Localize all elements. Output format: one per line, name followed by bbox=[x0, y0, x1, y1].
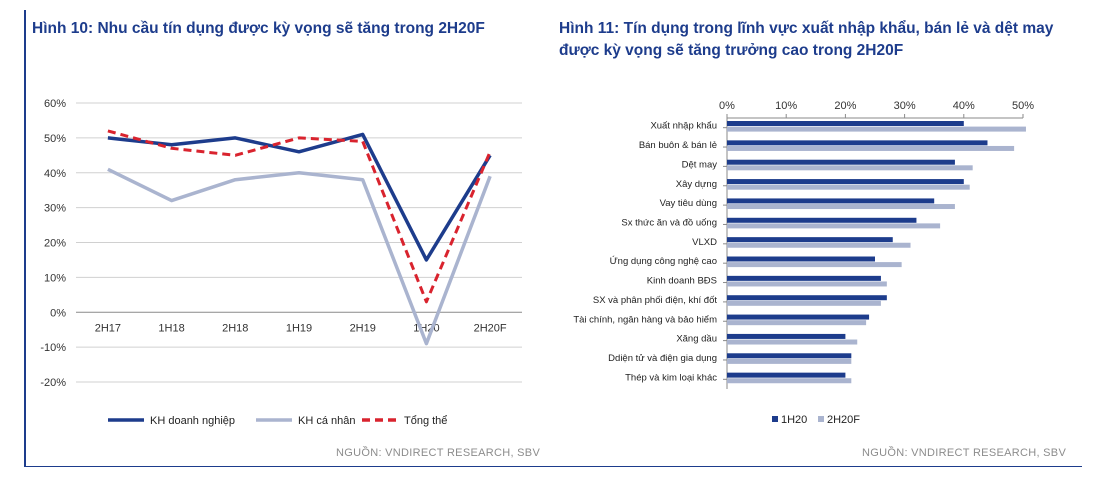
y-tick-label: 50% bbox=[44, 133, 66, 145]
category-label: Thép và kim loại khác bbox=[625, 372, 717, 383]
y-tick-label: 20% bbox=[44, 238, 66, 250]
bar bbox=[727, 353, 852, 359]
x-tick-label: 2H19 bbox=[350, 322, 376, 334]
bar bbox=[727, 300, 881, 306]
bar bbox=[727, 314, 870, 320]
y-tick-label: 10% bbox=[44, 272, 66, 284]
bar bbox=[727, 372, 846, 378]
y-tick-label: 0% bbox=[50, 307, 66, 319]
bar bbox=[727, 262, 902, 268]
left-chart-title: Hình 10: Nhu cầu tín dụng được kỳ vọng s… bbox=[32, 20, 485, 37]
bar bbox=[727, 223, 941, 229]
right-chart-source: NGUỒN: VNDIRECT RESEARCH, SBV bbox=[862, 447, 1067, 459]
x-tick-label: 1H19 bbox=[286, 322, 312, 334]
legend-swatch bbox=[772, 416, 778, 422]
y-tick-label: -20% bbox=[40, 377, 66, 389]
series-line bbox=[107, 129, 492, 304]
bar bbox=[727, 140, 988, 146]
legend-label: KH cá nhân bbox=[298, 415, 355, 427]
bar bbox=[727, 378, 852, 384]
x-tick-label: 20% bbox=[834, 100, 856, 112]
bar bbox=[727, 121, 964, 126]
bar bbox=[727, 320, 867, 326]
figure-left-border bbox=[24, 10, 26, 466]
series-line bbox=[107, 132, 492, 262]
y-tick-label: 30% bbox=[44, 203, 66, 215]
y-tick-label: -10% bbox=[40, 342, 66, 354]
legend-swatch bbox=[818, 416, 824, 422]
category-label: Ddiện tử và điện gia dụng bbox=[608, 353, 717, 364]
category-label: Tài chính, ngân hàng và bảo hiểm bbox=[573, 314, 717, 325]
legend-label: 1H20 bbox=[781, 414, 807, 426]
bar bbox=[727, 198, 935, 204]
figure-bottom-border bbox=[24, 10, 1082, 467]
category-label: Vay tiêu dùng bbox=[660, 198, 717, 209]
bar bbox=[727, 159, 955, 165]
bar bbox=[727, 165, 973, 171]
category-label: Sx thức ăn và đồ uống bbox=[621, 217, 717, 228]
y-tick-label: 40% bbox=[44, 168, 66, 180]
x-tick-label: 40% bbox=[953, 100, 975, 112]
bar bbox=[727, 126, 1026, 132]
series-line bbox=[107, 167, 492, 346]
x-tick-label: 2H18 bbox=[222, 322, 248, 334]
y-tick-label: 60% bbox=[44, 98, 66, 110]
x-tick-label: 50% bbox=[1012, 100, 1034, 112]
bar bbox=[727, 145, 1015, 151]
category-label: Ứng dụng công nghệ cao bbox=[610, 256, 717, 267]
bar bbox=[727, 237, 893, 243]
bar bbox=[727, 242, 911, 248]
left-chart-source: NGUỒN: VNDIRECT RESEARCH, SBV bbox=[336, 447, 541, 459]
x-tick-label: 30% bbox=[894, 100, 916, 112]
x-tick-label: 0% bbox=[719, 100, 735, 112]
bar bbox=[727, 179, 964, 185]
x-tick-label: 10% bbox=[775, 100, 797, 112]
category-label: Xuất nhập khẩu bbox=[650, 121, 717, 132]
category-label: SX và phân phối điện, khí đốt bbox=[593, 295, 717, 306]
category-label: Xăng dầu bbox=[676, 334, 717, 345]
bar bbox=[727, 204, 955, 210]
category-label: Dệt may bbox=[682, 159, 718, 170]
category-label: VLXD bbox=[692, 237, 717, 248]
bar bbox=[727, 295, 887, 301]
x-tick-label: 2H20F bbox=[474, 322, 507, 334]
category-label: Bán buôn & bán lẻ bbox=[639, 140, 717, 151]
category-label: Xây dựng bbox=[676, 179, 717, 190]
x-tick-label: 2H17 bbox=[95, 322, 121, 334]
legend-label: KH doanh nghiệp bbox=[150, 415, 235, 427]
x-tick-label: 1H18 bbox=[158, 322, 184, 334]
right-chart-title: Hình 11: Tín dụng trong lĩnh vực xuất nh… bbox=[559, 20, 1054, 59]
bar bbox=[727, 217, 917, 223]
category-label: Kinh doanh BĐS bbox=[647, 276, 717, 287]
bar bbox=[727, 339, 858, 345]
legend-label: Tổng thể bbox=[404, 415, 447, 427]
bar bbox=[727, 333, 846, 339]
bar bbox=[727, 281, 887, 287]
bar bbox=[727, 184, 970, 190]
bar bbox=[727, 256, 875, 262]
legend-label: 2H20F bbox=[827, 414, 860, 426]
bar bbox=[727, 358, 852, 364]
bar bbox=[727, 275, 881, 281]
